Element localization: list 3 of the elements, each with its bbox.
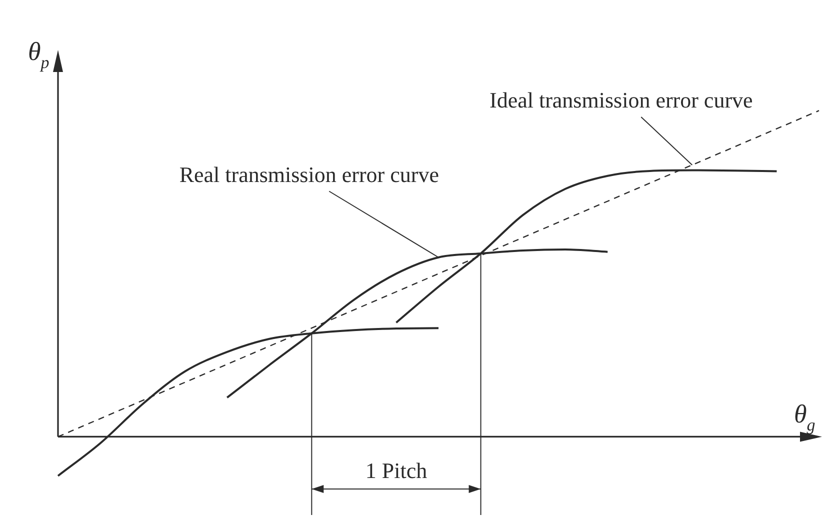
annotation: Real transmission error curve xyxy=(179,162,439,188)
annotation: 1 Pitch xyxy=(365,458,428,483)
annotation: Ideal transmission error curve xyxy=(489,88,753,113)
